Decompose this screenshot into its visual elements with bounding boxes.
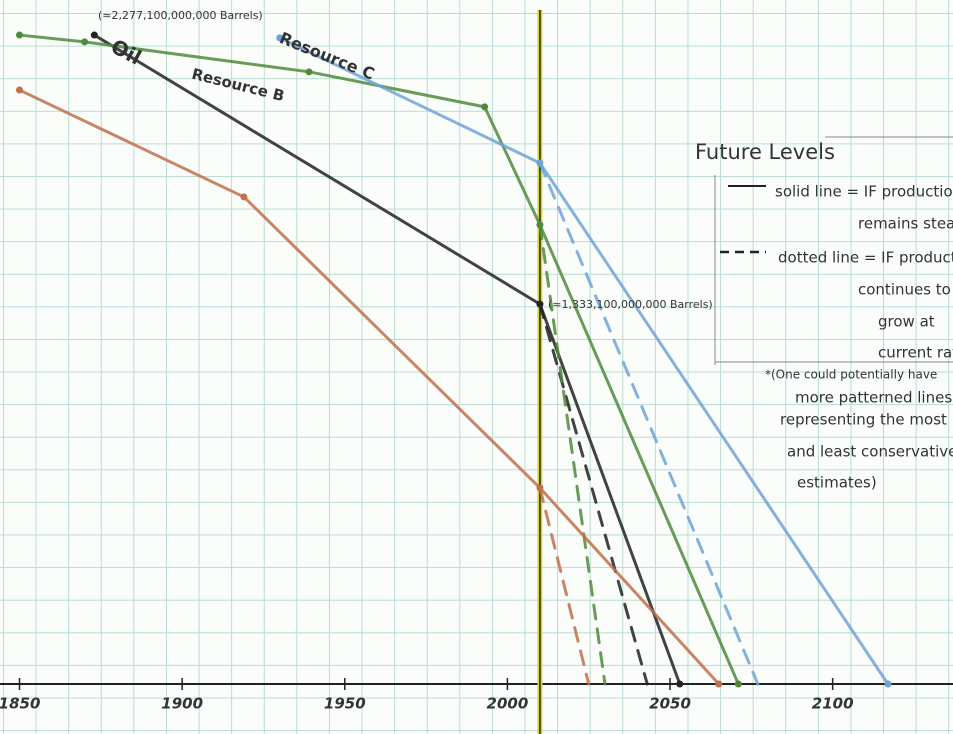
legend-text: remains steady	[858, 215, 953, 233]
point	[481, 103, 489, 111]
solid-line	[18, 88, 721, 686]
legend-text: grow at	[878, 313, 935, 331]
point	[16, 86, 24, 94]
legend-text: current rate	[878, 344, 953, 362]
point	[734, 680, 742, 688]
point	[715, 680, 723, 688]
solid-line	[18, 33, 740, 686]
note-text: estimates)	[797, 474, 877, 492]
dotted-line	[538, 161, 760, 686]
point	[276, 34, 284, 42]
solid-line	[278, 36, 890, 686]
x-tick-label: 1850	[0, 695, 40, 713]
series-label: Resource B	[190, 65, 286, 105]
point	[884, 680, 892, 688]
dotted-line	[538, 302, 649, 686]
dotted-line	[538, 486, 591, 686]
legend-title: Future Levels	[695, 140, 835, 164]
note-text: more patterned lines	[795, 389, 952, 407]
legend-text: solid line = IF production	[775, 183, 953, 201]
legend-text: continues to	[858, 281, 951, 299]
point	[240, 193, 248, 201]
x-tick-label: 2100	[812, 695, 854, 713]
note-text: representing the most	[780, 411, 947, 429]
point	[16, 31, 24, 39]
series-label: Oil	[107, 34, 145, 70]
x-tick-label: 1900	[161, 695, 203, 713]
annotation: (≈1,333,100,000,000 Barrels)	[548, 298, 713, 311]
point	[676, 680, 684, 688]
legend-text: dotted line = IF production	[778, 249, 953, 267]
x-tick-label: 2050	[649, 695, 691, 713]
point	[305, 68, 313, 76]
note-text: *(One could potentially have	[765, 368, 937, 382]
point	[90, 31, 98, 39]
x-tick-label: 2000	[487, 695, 529, 713]
note-text: and least conservative	[787, 443, 953, 461]
annotation: (≈2,277,100,000,000 Barrels)	[98, 9, 263, 22]
point	[81, 38, 89, 46]
x-tick-label: 1950	[324, 695, 366, 713]
dotted-line	[538, 223, 607, 686]
